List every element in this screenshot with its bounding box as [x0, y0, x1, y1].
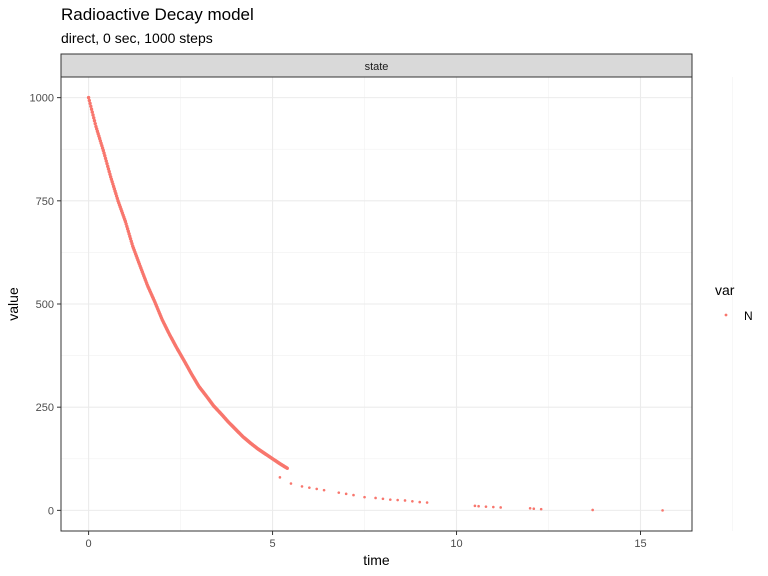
data-point: [308, 486, 311, 489]
data-point: [477, 504, 480, 508]
data-point: [661, 509, 664, 512]
data-point: [473, 504, 477, 508]
data-point: [363, 495, 366, 499]
data-point: [411, 499, 414, 503]
data-point: [418, 500, 422, 504]
data-point: [381, 497, 385, 501]
data-point: [396, 498, 399, 502]
legend-title: var: [715, 282, 735, 298]
axis-ticks: 0 5 10 15 0 250 500 750 1000: [30, 93, 647, 550]
data-point: [499, 506, 502, 509]
data-point: [337, 491, 341, 494]
data-point: [92, 116, 96, 120]
data-point: [532, 507, 536, 511]
data-point: [285, 466, 289, 470]
data-point: [108, 172, 112, 176]
legend-label-n: N: [744, 309, 753, 323]
legend-key-n: [724, 313, 728, 317]
data-point: [106, 164, 110, 169]
x-tick-label: 10: [450, 538, 462, 550]
y-tick-label: 0: [48, 505, 54, 517]
data-point: [87, 98, 92, 103]
y-tick-label: 750: [36, 196, 54, 208]
data-point: [103, 156, 108, 161]
chart-subtitle: direct, 0 sec, 1000 steps: [61, 30, 213, 46]
data-point: [101, 148, 106, 153]
x-tick-label: 15: [634, 538, 646, 550]
data-point: [425, 501, 429, 504]
data-point: [300, 485, 304, 488]
data-point: [539, 507, 543, 511]
data-points: [86, 95, 664, 512]
data-point: [484, 505, 488, 508]
data-point: [89, 107, 94, 111]
data-point: [107, 169, 111, 174]
y-tick-label: 500: [36, 299, 54, 311]
grid-lines: [61, 77, 733, 531]
data-point: [89, 104, 93, 109]
data-point: [92, 119, 97, 123]
y-tick-label: 1000: [30, 93, 54, 105]
facet-strip-label: state: [365, 61, 389, 73]
data-point: [492, 505, 495, 509]
data-point: [105, 161, 109, 166]
x-tick-label: 5: [269, 538, 275, 550]
data-point: [88, 101, 92, 106]
data-point: [403, 499, 407, 502]
data-point: [278, 476, 282, 479]
x-axis-title: time: [363, 552, 390, 568]
data-point: [315, 487, 319, 491]
data-point: [102, 151, 106, 155]
data-point: [374, 496, 377, 500]
data-point: [93, 121, 97, 126]
data-point: [322, 488, 326, 492]
data-point: [86, 95, 91, 100]
data-point: [91, 113, 95, 117]
data-point: [103, 154, 107, 158]
legend: var N: [715, 282, 753, 323]
y-tick-label: 250: [36, 402, 54, 414]
y-axis-title: value: [5, 287, 21, 321]
data-point: [90, 110, 94, 114]
data-point: [344, 492, 348, 496]
x-tick-label: 0: [86, 538, 92, 550]
data-point: [352, 493, 355, 497]
data-point: [104, 159, 108, 163]
data-point: [289, 482, 293, 485]
data-point: [528, 507, 532, 510]
chart-title: Radioactive Decay model: [61, 5, 254, 24]
data-point: [388, 498, 392, 501]
data-point: [106, 167, 111, 171]
data-point: [591, 508, 594, 512]
